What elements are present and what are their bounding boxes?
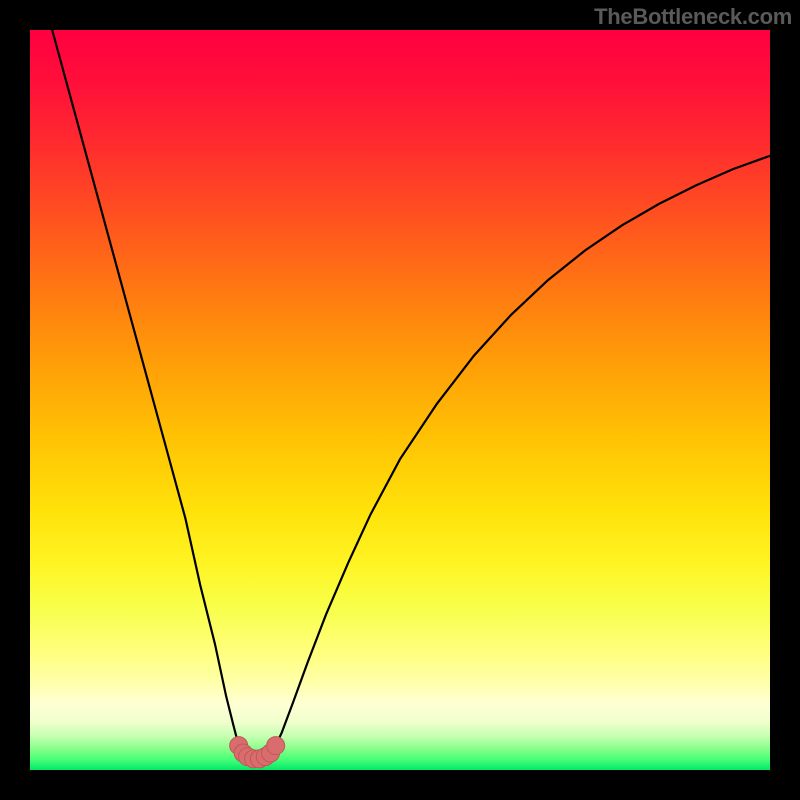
chart-canvas: TheBottleneck.com [0,0,800,800]
plot-area [30,30,770,770]
bottleneck-curve [52,30,770,759]
watermark-text: TheBottleneck.com [594,4,792,30]
anomaly-marker [267,737,285,755]
curve-layer [30,30,770,770]
anomaly-markers [230,737,285,768]
